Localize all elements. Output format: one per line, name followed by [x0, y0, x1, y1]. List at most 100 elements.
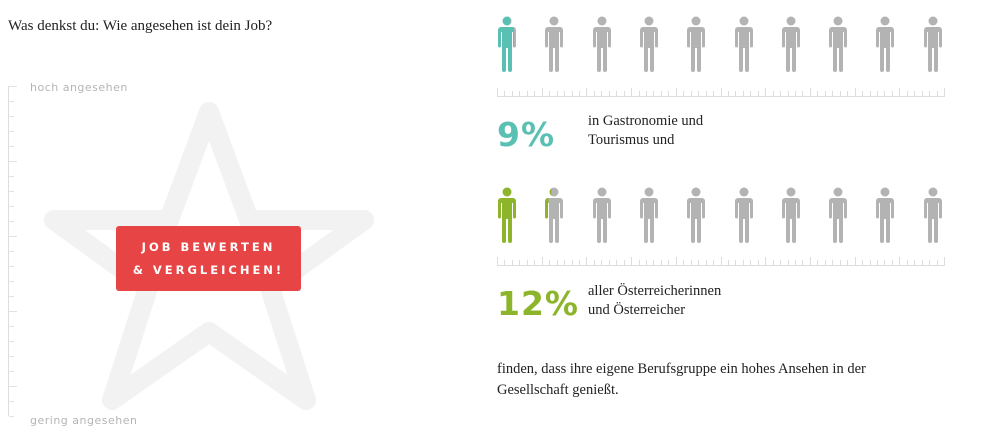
ruler-tick [713, 260, 715, 265]
ruler-tick [608, 260, 610, 265]
ruler-tick [511, 91, 513, 96]
footer-text: finden, dass ihre eigene Berufsgruppe ei… [497, 361, 866, 398]
scale-tick [9, 191, 14, 192]
person-icon [828, 187, 848, 243]
person-icon [734, 187, 754, 243]
rate-compare-button[interactable]: JOB BEWERTEN & VERGLEICHEN! [116, 226, 301, 291]
ruler-tick [549, 91, 551, 96]
scale-tick [9, 266, 14, 267]
scale-tick [9, 311, 17, 312]
ruler-tick [765, 88, 767, 96]
ruler-tick [668, 91, 670, 96]
scale-tick [9, 401, 14, 402]
question-title: Was denkst du: Wie angesehen ist dein Jo… [8, 18, 273, 34]
ruler-tick [914, 91, 916, 96]
ruler-tick [750, 91, 752, 96]
ruler-tick [854, 88, 856, 96]
ruler-tick [653, 260, 655, 265]
ruler-tick [646, 91, 647, 96]
ruler-tick [757, 260, 759, 265]
scale-tick [9, 281, 14, 282]
person-icon [734, 16, 754, 72]
ruler-tick [713, 91, 715, 96]
ruler-tick [504, 91, 506, 96]
ruler-tick [884, 260, 886, 265]
ruler-tick [534, 91, 536, 96]
ruler-tick [593, 91, 595, 96]
ruler-tick [519, 91, 521, 96]
ruler-tick [929, 260, 931, 265]
ruler-tick [616, 260, 618, 265]
ruler-tick [809, 257, 811, 265]
ruler-tick [869, 91, 871, 96]
ruler-tick [623, 91, 625, 96]
scale-tick [9, 416, 14, 417]
person-icon [592, 187, 612, 243]
ruler-tick [750, 260, 752, 265]
ruler-tick [497, 257, 498, 265]
ruler-tick [638, 91, 640, 96]
person-icon [781, 187, 801, 243]
ruler-tick [631, 257, 633, 265]
ruler-tick [869, 260, 871, 265]
ruler-tick [586, 88, 588, 96]
ruler-tick [601, 91, 603, 96]
ruler-tick [757, 91, 759, 96]
ruler-tick [936, 260, 938, 265]
scale-high-label: hoch angesehen [30, 81, 128, 94]
ruler-tick [936, 91, 938, 96]
ruler-tick [668, 260, 670, 265]
ruler-tick [720, 257, 722, 265]
ruler-tick [839, 260, 841, 265]
ruler-tick [832, 91, 834, 96]
ruler-tick [765, 257, 767, 265]
ruler-tick [876, 260, 878, 265]
person-icon [686, 187, 706, 243]
ruler-tick [772, 91, 774, 96]
ruler-tick [519, 260, 521, 265]
ruler-tick [646, 260, 647, 265]
scale-tick [9, 86, 17, 87]
scale-tick [9, 386, 17, 387]
ruler-tick [526, 260, 528, 265]
ruler-tick [780, 91, 782, 96]
ruler-tick [906, 260, 908, 265]
ruler-tick [556, 260, 558, 265]
ruler-tick [616, 91, 618, 96]
scale-low-label: gering angesehen [30, 414, 138, 427]
ruler-tick [705, 260, 707, 265]
scale-tick [9, 101, 14, 102]
ruler-tick [824, 91, 826, 96]
ruler-tick [847, 260, 849, 265]
scale-tick [9, 341, 14, 342]
ruler-tick [884, 91, 886, 96]
ruler-tick [802, 260, 804, 265]
ruler-tick [675, 257, 677, 265]
person-icon [639, 187, 659, 243]
scale-tick [9, 206, 14, 207]
ruler-1 [497, 88, 945, 97]
ruler-tick [944, 257, 945, 265]
stat2-line1: aller Österreicherinnen [588, 283, 722, 299]
ruler-tick [832, 260, 834, 265]
scale-tick [9, 251, 14, 252]
scale-tick [9, 326, 14, 327]
ruler-tick [660, 91, 662, 96]
scale-tick [9, 131, 14, 132]
person-icon [923, 16, 943, 72]
ruler-tick [906, 91, 908, 96]
scale-tick [9, 176, 14, 177]
person-icon [875, 187, 895, 243]
ruler-tick [944, 88, 945, 96]
ruler-tick [742, 260, 744, 265]
ruler-tick [780, 260, 782, 265]
ruler-tick [623, 260, 625, 265]
ruler-tick [698, 91, 700, 96]
ruler-tick [638, 260, 640, 265]
stat2-description: aller Österreicherinnen und Österreicher [588, 282, 808, 320]
ruler-tick [854, 257, 856, 265]
ruler-tick [683, 260, 685, 265]
ruler-tick [608, 91, 610, 96]
ruler-tick [541, 257, 543, 265]
ruler-tick [571, 260, 573, 265]
